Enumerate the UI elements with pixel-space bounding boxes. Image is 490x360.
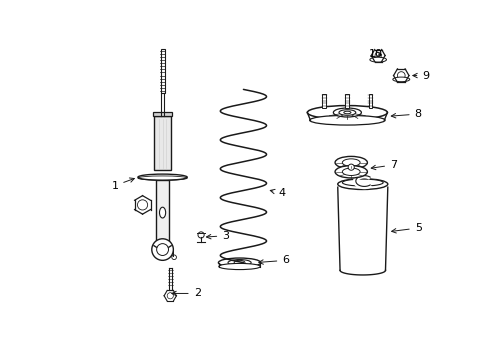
Bar xyxy=(368,94,372,108)
Text: 6: 6 xyxy=(259,255,289,265)
Text: 9: 9 xyxy=(413,71,429,81)
Circle shape xyxy=(152,239,173,260)
Bar xyxy=(156,180,169,247)
Text: 1: 1 xyxy=(111,178,134,191)
Circle shape xyxy=(348,164,354,170)
Ellipse shape xyxy=(343,168,360,175)
Text: 8: 8 xyxy=(392,109,422,119)
Ellipse shape xyxy=(393,77,410,82)
Ellipse shape xyxy=(307,105,388,120)
Ellipse shape xyxy=(219,264,260,270)
Bar xyxy=(154,116,171,170)
Ellipse shape xyxy=(335,156,368,169)
Text: 4: 4 xyxy=(270,188,286,198)
Ellipse shape xyxy=(228,260,251,266)
Bar xyxy=(161,49,165,93)
Ellipse shape xyxy=(338,179,388,189)
Ellipse shape xyxy=(335,166,368,178)
Ellipse shape xyxy=(333,108,362,117)
Text: 3: 3 xyxy=(206,231,229,241)
Ellipse shape xyxy=(343,179,383,186)
Text: 2: 2 xyxy=(172,288,201,298)
Ellipse shape xyxy=(310,115,385,125)
Text: 7: 7 xyxy=(371,160,397,170)
Bar xyxy=(345,94,349,108)
Ellipse shape xyxy=(219,258,261,267)
Bar xyxy=(322,94,326,108)
Text: 5: 5 xyxy=(392,223,422,233)
Ellipse shape xyxy=(160,207,166,218)
Ellipse shape xyxy=(339,110,356,115)
Ellipse shape xyxy=(138,174,187,180)
Ellipse shape xyxy=(343,159,360,166)
Text: 10: 10 xyxy=(369,49,383,59)
Ellipse shape xyxy=(370,57,387,62)
Bar xyxy=(153,112,172,116)
